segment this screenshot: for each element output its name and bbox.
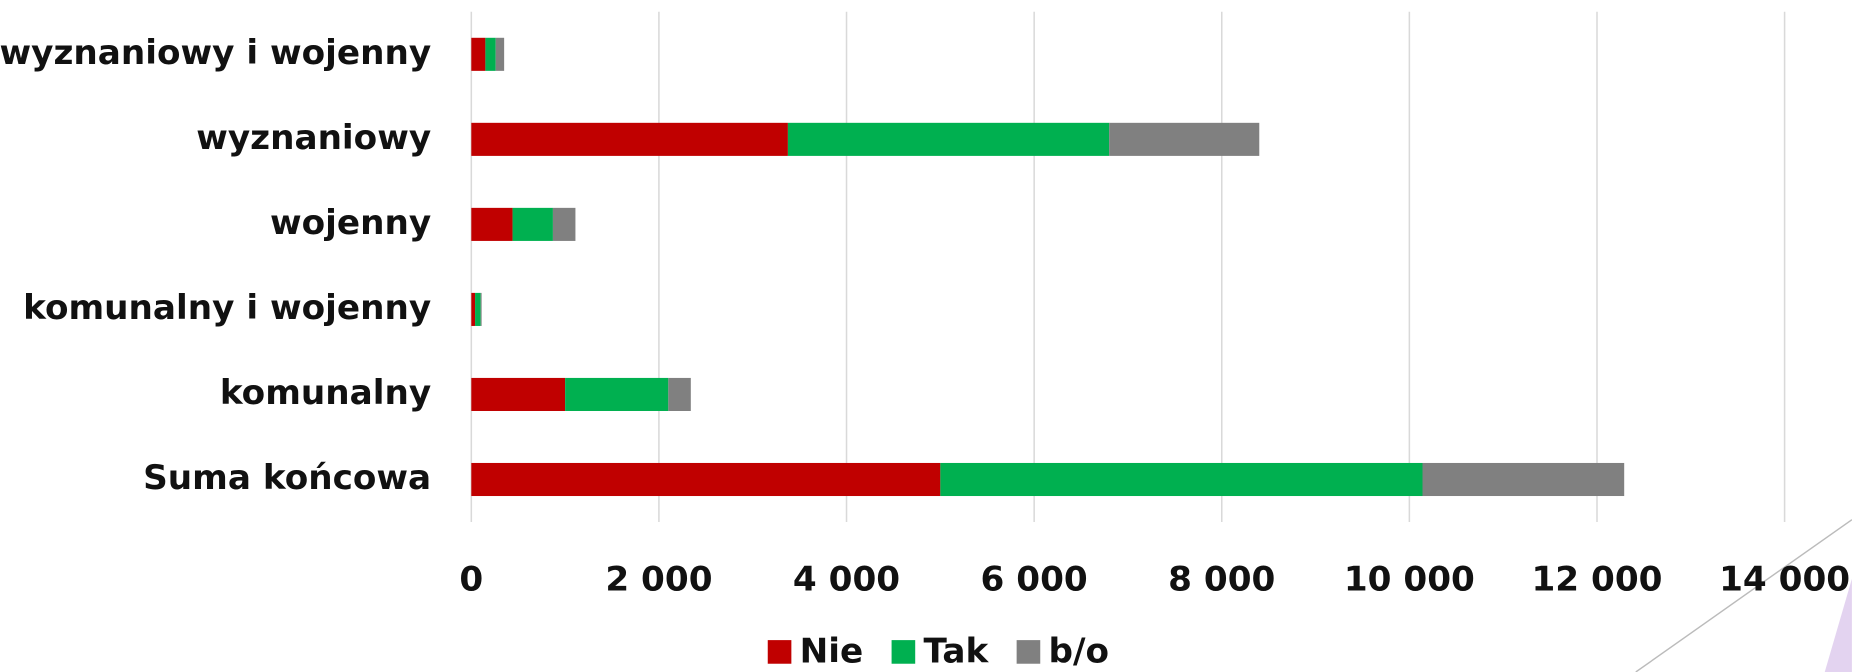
x-tick-label: 4 000: [793, 560, 900, 600]
decoration: [1635, 519, 1852, 672]
x-tick-label: 8 000: [1168, 560, 1275, 600]
x-tick-label: 2 000: [605, 560, 712, 600]
y-tick-label: komunalny i wojenny: [23, 288, 431, 328]
bar-segment: [552, 207, 576, 241]
bar-segment: [940, 462, 1423, 497]
y-tick-label: Suma końcowa: [143, 458, 431, 498]
y-tick-label: wyznaniowy i wojenny: [0, 33, 431, 73]
x-tick-label: 6 000: [981, 560, 1088, 600]
legend-label: Tak: [923, 632, 989, 672]
y-tick-label: wojenny: [270, 203, 431, 243]
legend-swatch: [767, 640, 792, 664]
bar-segment: [787, 122, 1110, 156]
bar-segment: [471, 207, 513, 241]
legend-swatch: [891, 640, 916, 664]
bar-segment: [668, 377, 691, 411]
legend-label: Nie: [800, 632, 864, 672]
legend-label: b/o: [1049, 632, 1110, 672]
bar-segment: [1109, 122, 1260, 156]
bar-segment: [1422, 462, 1625, 497]
x-tick-label: 12 000: [1531, 560, 1662, 600]
bar-segment: [471, 377, 566, 411]
bar-segment: [485, 37, 496, 71]
bar-segment: [471, 37, 486, 71]
x-tick-label: 14 000: [1719, 560, 1850, 600]
bar-segment: [471, 122, 788, 156]
bar-segment: [471, 462, 941, 497]
y-tick-label: wyznaniowy: [196, 118, 431, 158]
x-tick-label: 0: [459, 560, 483, 600]
bar-segment: [475, 292, 481, 326]
decoration: [1824, 578, 1852, 672]
bar-segment: [512, 207, 553, 241]
y-tick-label: komunalny: [220, 373, 431, 413]
bar-segment: [471, 292, 476, 326]
bar-segment: [495, 37, 505, 71]
bar-segment: [565, 377, 669, 411]
bar-segment: [480, 292, 482, 326]
legend-swatch: [1016, 640, 1041, 664]
x-tick-label: 10 000: [1344, 560, 1475, 600]
